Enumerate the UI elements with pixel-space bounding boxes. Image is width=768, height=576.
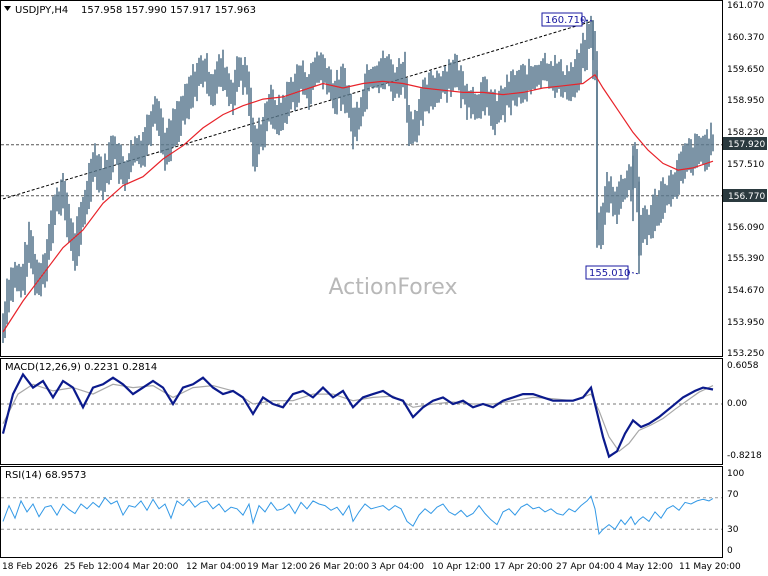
macd-tick: 0.6058	[727, 361, 759, 371]
high-connector	[581, 19, 594, 22]
horizontal-levels	[1, 144, 722, 530]
macd-lines	[1, 372, 714, 459]
rsi-panel	[0, 466, 723, 558]
time-tick: 26 Mar 20:00	[309, 562, 369, 572]
level-price-text: 156.770	[728, 192, 765, 202]
time-tick: 19 Mar 12:00	[247, 562, 307, 572]
price-tick: 161.070	[727, 1, 764, 11]
price-axis: 161.070 160.370 159.650 158.950 158.230 …	[727, 1, 764, 359]
price-panel	[0, 0, 723, 357]
rsi-tick: 70	[727, 490, 739, 500]
high-annotation-box	[541, 12, 583, 27]
price-tick: 156.090	[727, 223, 764, 233]
macd-label: MACD(12,26,9) 0.2231 0.2814	[5, 362, 157, 373]
time-tick: 10 Apr 12:00	[432, 562, 491, 572]
price-tick: 157.510	[727, 160, 764, 170]
rsi-tick: 100	[727, 469, 744, 479]
low-connector	[627, 271, 640, 275]
symbol-label: USDJPY,H4	[15, 5, 68, 16]
moving-average-layer	[2, 73, 714, 333]
rsi-label: RSI(14) 68.9573	[5, 470, 86, 481]
time-axis: 18 Feb 2026 25 Feb 12:00 4 Mar 20:00 12 …	[2, 562, 741, 572]
rsi-tick: 30	[727, 525, 739, 535]
low-annotation-box	[585, 265, 629, 280]
ohlc-values: 157.958 157.990 157.917 157.963	[81, 5, 256, 16]
moving-average-line	[2, 73, 714, 333]
level-price-tag	[723, 189, 767, 202]
macd-tick: -0.8218	[727, 451, 762, 461]
current-price-text: 157.920	[728, 140, 765, 150]
price-tick: 160.370	[727, 33, 764, 43]
price-tick: 155.390	[727, 254, 764, 264]
price-tick: 154.670	[727, 286, 764, 296]
low-annotation: 155.010	[589, 268, 630, 279]
time-tick: 12 Mar 04:00	[186, 562, 246, 572]
time-tick: 4 May 12:00	[617, 562, 673, 572]
time-tick: 18 Feb 2026	[2, 562, 58, 572]
price-tick: 153.250	[727, 349, 764, 359]
price-bars	[2, 15, 714, 343]
time-tick: 25 Feb 12:00	[64, 562, 123, 572]
macd-line	[1, 372, 714, 459]
macd-signal-line	[2, 383, 714, 453]
price-tick: 158.950	[727, 96, 764, 106]
price-tick: 153.950	[727, 318, 764, 328]
macd-panel	[0, 358, 723, 465]
time-tick: 27 Apr 04:00	[556, 562, 615, 572]
rsi-line	[2, 495, 714, 536]
time-tick: 4 Mar 20:00	[124, 562, 179, 572]
time-tick: 3 Apr 04:00	[371, 562, 424, 572]
high-annotation: 160.710	[545, 15, 586, 26]
rsi-line-layer	[2, 495, 714, 536]
dropdown-arrow-icon[interactable]	[4, 6, 11, 11]
rsi-tick: 0	[727, 546, 733, 556]
current-price-tag	[723, 137, 767, 150]
price-tick: 159.650	[727, 65, 764, 75]
watermark: ActionForex	[329, 275, 458, 300]
time-tick: 17 Apr 20:00	[494, 562, 553, 572]
macd-tick: 0.00	[727, 399, 747, 409]
price-tick: 158.230	[727, 128, 764, 138]
time-tick: 11 May 20:00	[679, 562, 741, 572]
